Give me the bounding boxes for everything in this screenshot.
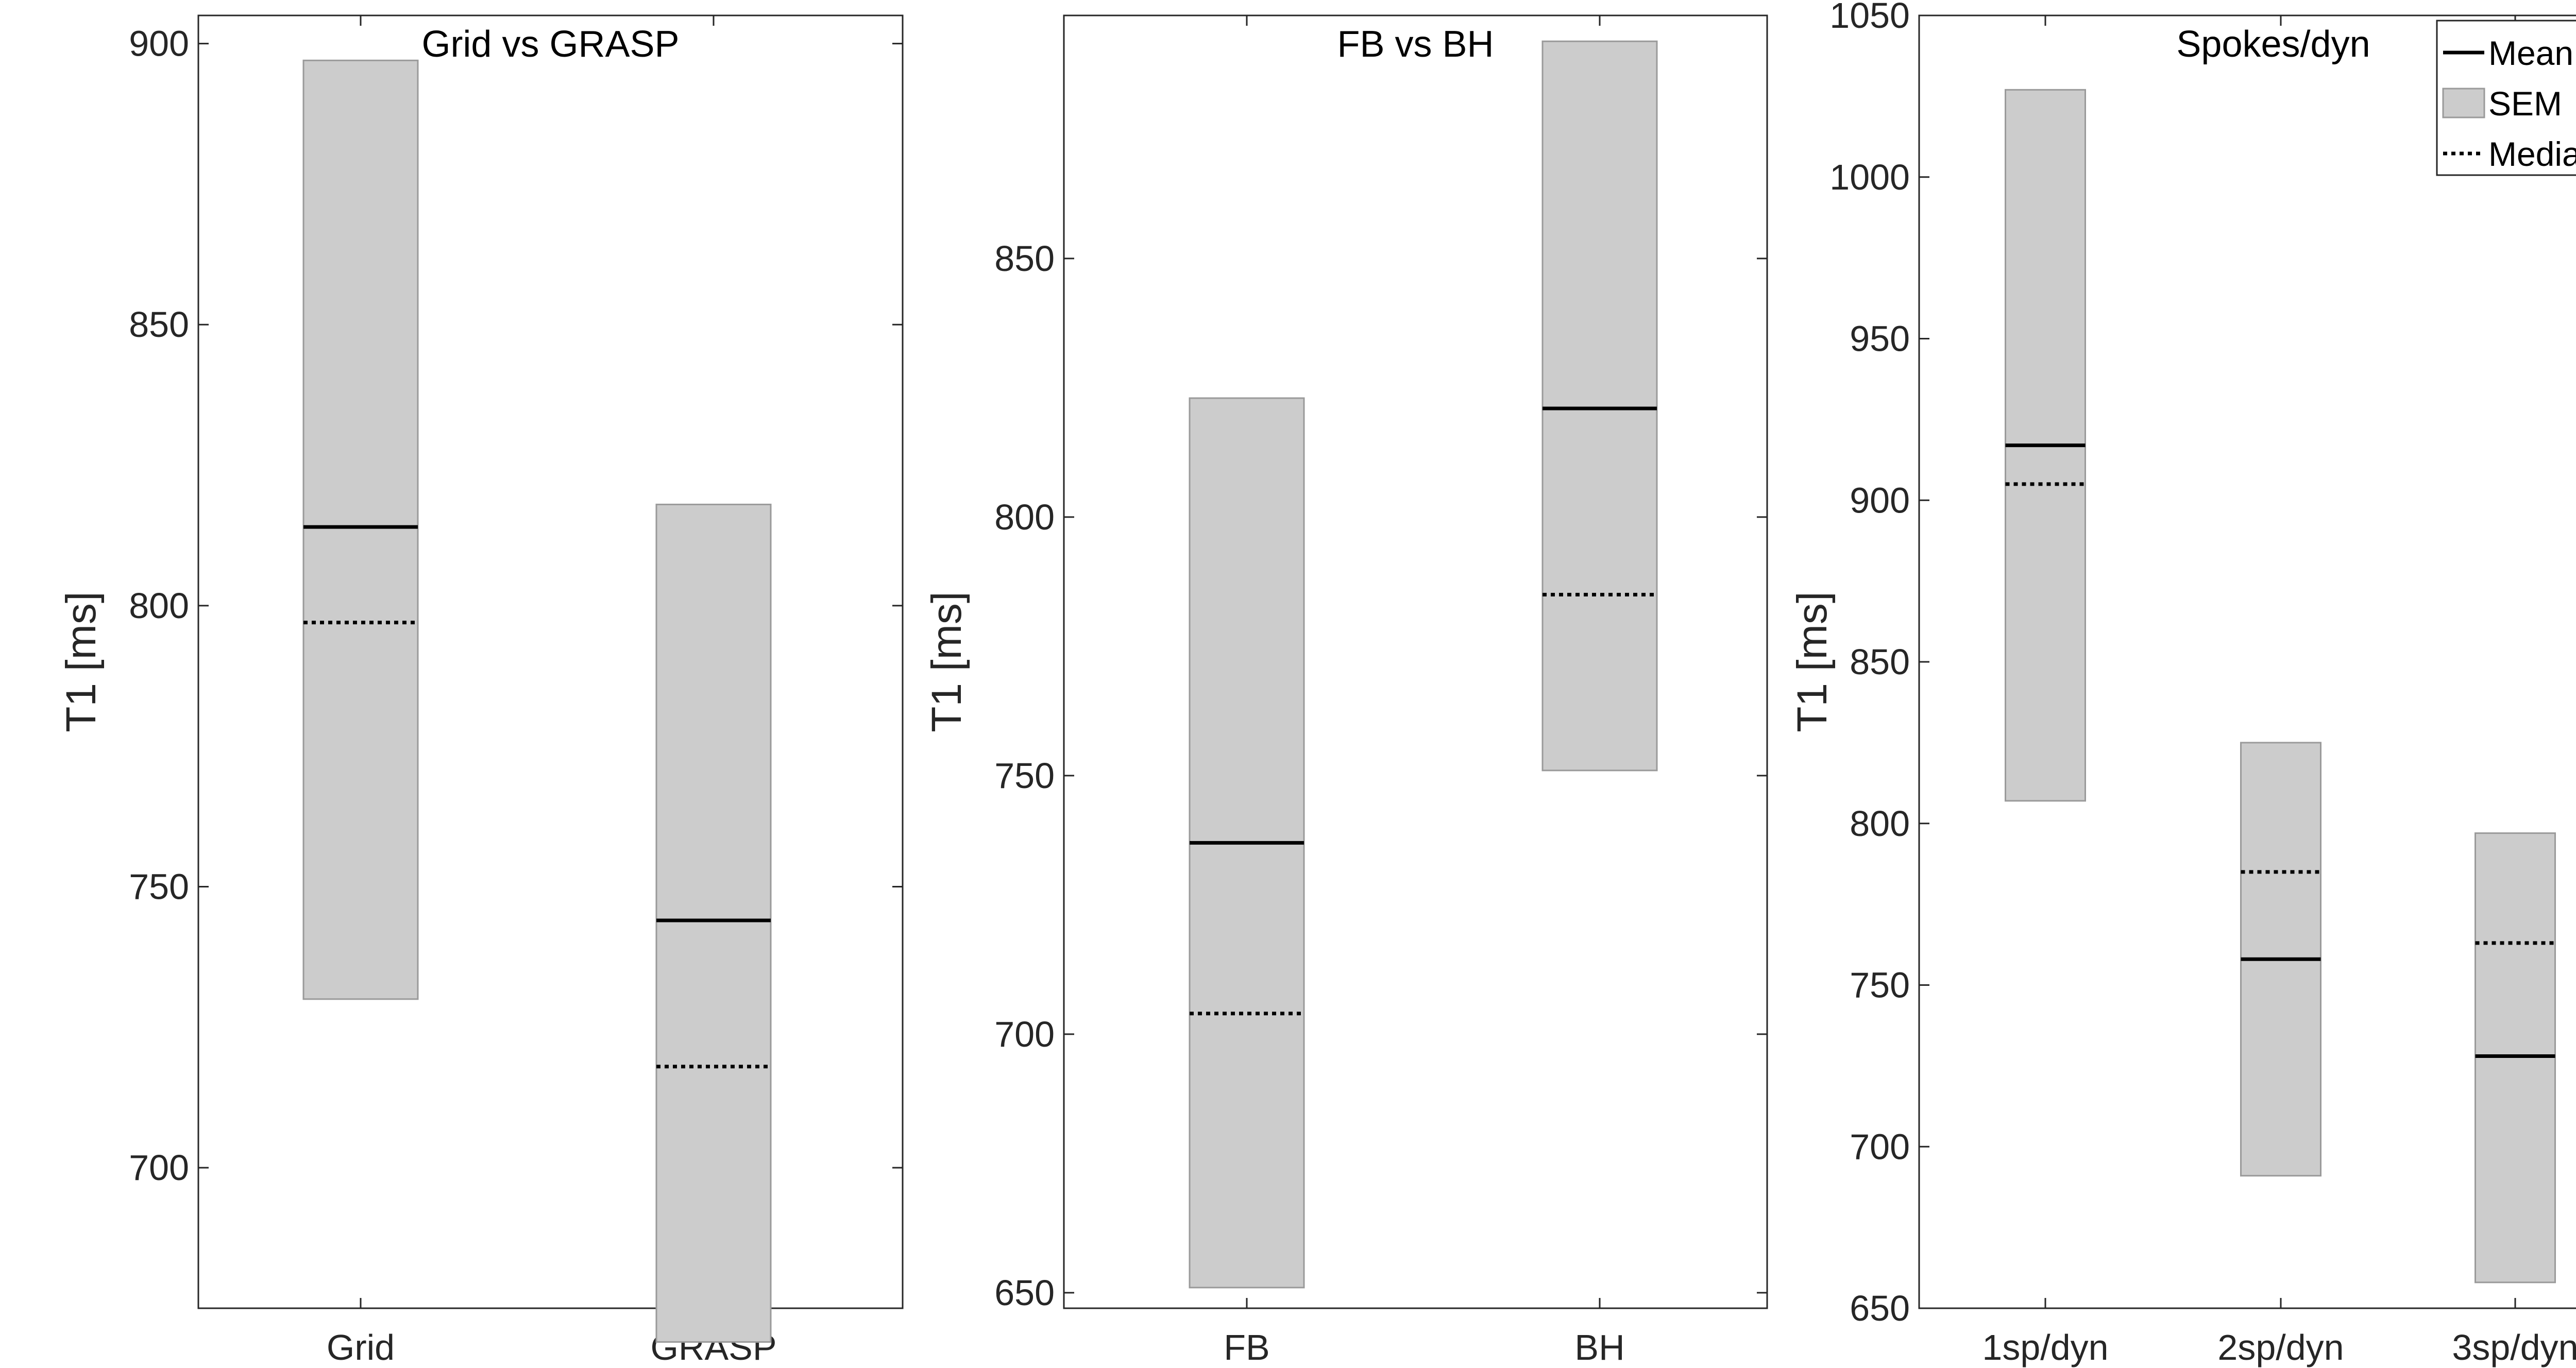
y-tick-label: 800 <box>129 586 189 626</box>
y-tick-label: 800 <box>994 497 1055 537</box>
legend-swatch-sem <box>2442 88 2485 118</box>
y-tick-label: 700 <box>1850 1126 1910 1167</box>
y-tick-label: 750 <box>994 756 1055 796</box>
y-tick-label: 750 <box>1850 965 1910 1005</box>
x-tick-label: 2sp/dyn <box>2217 1327 2344 1367</box>
legend: Mean SEM Median <box>2436 20 2576 176</box>
panel-2: 650 700 750 800 850 FB BH T1 [ms] FB vs BH <box>923 14 1768 1367</box>
legend-label: SEM <box>2488 84 2562 123</box>
y-tick-label: 900 <box>1850 480 1910 520</box>
y-tick-label: 850 <box>129 304 189 345</box>
y-tick-label: 950 <box>1850 319 1910 359</box>
y-axis-title: T1 [ms] <box>1789 591 1836 732</box>
y-tick-label: 900 <box>129 24 189 64</box>
legend-label: Median <box>2488 135 2576 173</box>
y-tick-label: 850 <box>994 238 1055 279</box>
y-tick-label: 1000 <box>1829 157 1910 197</box>
y-tick-label: 850 <box>1850 642 1910 682</box>
x-tick-label: 1sp/dyn <box>1982 1327 2108 1367</box>
y-tick-label: 700 <box>129 1148 189 1188</box>
y-tick-label: 750 <box>129 867 189 907</box>
y-tick-label: 800 <box>1850 803 1910 844</box>
axes-frame <box>1063 14 1768 1309</box>
y-axis-title: T1 [ms] <box>58 591 105 732</box>
sem-box <box>302 59 419 1000</box>
sem-box <box>1541 40 1658 772</box>
panel-title: FB vs BH <box>1337 24 1494 65</box>
y-tick-label: 650 <box>994 1273 1055 1313</box>
axes-frame <box>197 14 904 1309</box>
y-tick-label: 1050 <box>1829 0 1910 36</box>
sem-box <box>655 503 772 1343</box>
x-tick-label: BH <box>1574 1327 1624 1367</box>
panel-3: 650 700 750 800 850 900 950 1000 1050 1sp/dyn 2sp/… <box>1789 0 2576 1367</box>
panel-title: Grid vs GRASP <box>421 24 679 65</box>
y-axis-title: T1 [ms] <box>923 591 970 732</box>
y-tick-label: 650 <box>1850 1288 1910 1328</box>
legend-label: Mean <box>2488 34 2573 72</box>
x-tick-label: FB <box>1224 1327 1269 1367</box>
x-tick-label: 3sp/dyn <box>2452 1327 2576 1367</box>
x-tick-label: Grid <box>327 1327 395 1367</box>
panel-title: Spokes/dyn <box>2176 24 2370 65</box>
y-tick-label: 700 <box>994 1014 1055 1054</box>
